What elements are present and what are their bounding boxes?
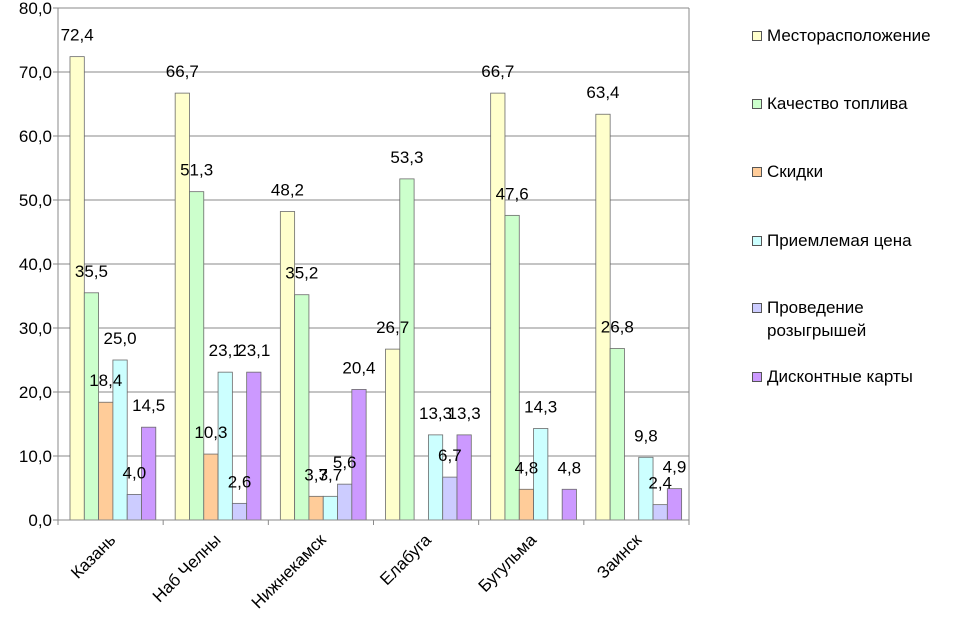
legend-label: Проведение розыгрышей: [767, 298, 867, 340]
x-tick-label: Казань: [67, 530, 119, 582]
y-tick-label: 20,0: [19, 383, 52, 402]
data-label: 26,7: [376, 318, 409, 337]
data-label: 13,3: [419, 404, 452, 423]
data-label: 35,2: [285, 264, 318, 283]
data-label: 66,7: [481, 62, 514, 81]
legend-label: Качество топлива: [767, 94, 908, 113]
legend-swatch: [752, 31, 762, 41]
data-label: 14,5: [132, 396, 165, 415]
bar: [308, 495, 324, 521]
legend-label: Приемлемая цена: [767, 231, 912, 250]
data-label: 13,3: [448, 404, 481, 423]
x-tick-label: Заинск: [593, 530, 645, 582]
data-label: 14,3: [524, 397, 557, 416]
data-label: 2,6: [228, 472, 252, 491]
data-label: 4,8: [515, 458, 539, 477]
y-tick-label: 80,0: [19, 0, 52, 18]
y-tick-label: 70,0: [19, 63, 52, 82]
bars: [69, 56, 683, 521]
x-tick-label: Нижнекамск: [248, 530, 330, 612]
legend-swatch: [752, 303, 762, 313]
legend-swatch: [752, 99, 762, 109]
data-label: 63,4: [586, 83, 619, 102]
bar: [337, 483, 353, 521]
data-label: 18,4: [89, 371, 122, 390]
legend-item-raffles: Проведение розыгрышей: [752, 296, 897, 342]
gridlines: [58, 7, 690, 521]
data-label: 23,1: [209, 341, 242, 360]
data-label: 66,7: [166, 62, 199, 81]
data-label: 53,3: [390, 148, 423, 167]
y-tick-label: 0,0: [28, 511, 52, 530]
data-label: 35,5: [75, 262, 108, 281]
bar: [385, 348, 401, 521]
bar: [98, 401, 114, 521]
bar: [442, 476, 458, 521]
data-label: 2,4: [648, 474, 672, 493]
data-label: 5,6: [333, 453, 357, 472]
legend-swatch: [752, 236, 762, 246]
data-label: 47,6: [496, 184, 529, 203]
data-label: 26,8: [601, 317, 634, 336]
y-tick-label: 10,0: [19, 447, 52, 466]
data-label: 4,0: [123, 463, 147, 482]
data-label: 3,7: [304, 465, 328, 484]
bar: [322, 495, 338, 521]
x-tick-label: Наб Челны: [149, 530, 225, 606]
bar: [126, 493, 142, 521]
legend-label: Дисконтные карты: [767, 367, 913, 386]
data-label: 6,7: [438, 446, 462, 465]
bar: [294, 294, 310, 521]
data-label: 4,8: [557, 458, 581, 477]
data-label: 9,8: [634, 426, 658, 445]
y-tick-label: 60,0: [19, 127, 52, 146]
legend-swatch: [752, 372, 762, 382]
legend-label: Месторасположение: [767, 26, 931, 45]
data-labels: 72,4 66,7 48,2 26,7 66,7 63,4 35,5 51,3 35,2 53,3…: [61, 26, 687, 493]
x-tick-label: Елабуга: [376, 530, 435, 589]
data-label: 72,4: [61, 26, 94, 45]
legend-item-location: Месторасположение: [752, 24, 963, 47]
legend-label: Скидки: [767, 162, 824, 181]
data-label: 51,3: [180, 161, 213, 180]
bar: [518, 488, 534, 521]
y-tick-label: 40,0: [19, 255, 52, 274]
bar: [189, 191, 205, 521]
bar: [561, 488, 577, 521]
bar: [83, 292, 100, 521]
bar: [666, 488, 683, 521]
data-label: 3,7: [319, 465, 343, 484]
data-label: 10,3: [194, 423, 227, 442]
legend-item-discount-cards: Дисконтные карты: [752, 365, 963, 388]
bar: [652, 504, 668, 521]
data-label: 4,9: [663, 458, 687, 477]
bar: [279, 211, 296, 521]
bar: [399, 178, 415, 521]
y-tick-label: 50,0: [19, 191, 52, 210]
bar: [490, 92, 506, 521]
legend-swatch: [752, 167, 762, 177]
bar: [203, 453, 219, 521]
bar: [174, 92, 190, 521]
data-label: 23,1: [237, 341, 270, 360]
data-label: 25,0: [104, 329, 137, 348]
bar: [609, 348, 625, 521]
data-label: 48,2: [271, 181, 304, 200]
bar: [69, 56, 85, 521]
y-tick-label: 30,0: [19, 319, 52, 338]
bar: [231, 502, 248, 521]
legend-item-price: Приемлемая цена: [752, 229, 963, 252]
bar: [246, 371, 262, 521]
x-tick-label: Бугульма: [475, 530, 541, 596]
legend-item-fuel-quality: Качество топлива: [752, 92, 963, 115]
data-label: 20,4: [342, 358, 375, 377]
bar: [217, 371, 233, 521]
legend-item-discounts: Скидки: [752, 160, 963, 183]
